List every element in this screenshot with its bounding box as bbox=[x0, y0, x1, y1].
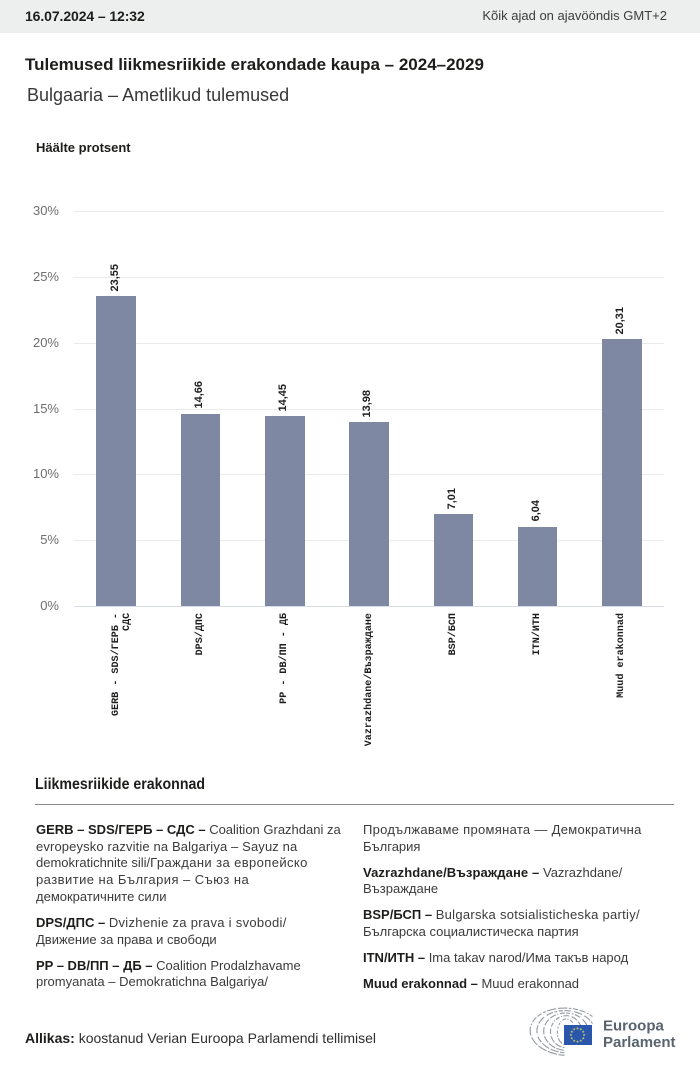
svg-text:Euroopa: Euroopa bbox=[603, 1018, 664, 1035]
svg-text:Parlament: Parlament bbox=[603, 1034, 676, 1051]
